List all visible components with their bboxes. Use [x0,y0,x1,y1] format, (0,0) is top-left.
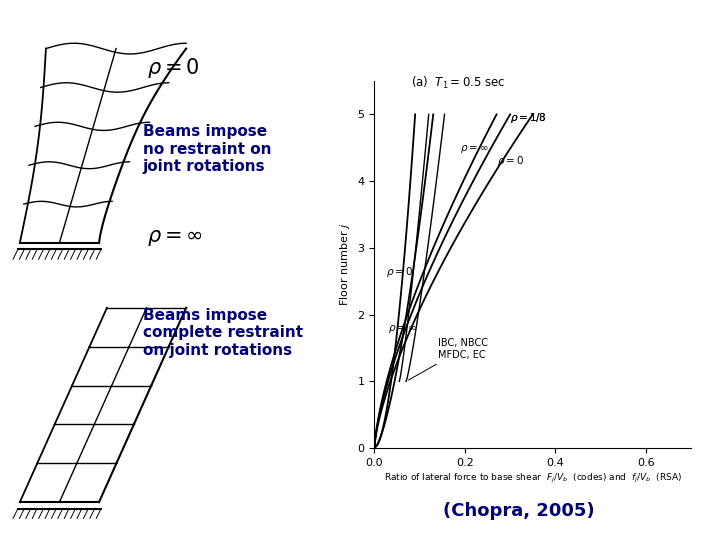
Text: (Chopra, 2005): (Chopra, 2005) [443,502,594,520]
Text: $\rho=1/8$: $\rho=1/8$ [510,111,547,125]
Text: $\rho=\infty$: $\rho=\infty$ [388,323,417,335]
Text: $\rho=0$: $\rho=0$ [497,154,523,168]
Text: $\rho = \infty$: $\rho = \infty$ [147,227,202,248]
Text: $\rho = 0$: $\rho = 0$ [147,56,199,79]
Text: Beams impose
complete restraint
on joint rotations: Beams impose complete restraint on joint… [143,308,302,357]
Y-axis label: Floor number $j$: Floor number $j$ [338,223,352,306]
Text: $\rho=0$: $\rho=0$ [386,265,413,279]
X-axis label: Ratio of lateral force to base shear  $F_j/V_b$  (codes) and  $f_j/V_b$  (RSA): Ratio of lateral force to base shear $F_… [384,472,682,485]
Text: Beams impose
no restraint on
joint rotations: Beams impose no restraint on joint rotat… [143,124,271,174]
Text: IBC, NBCC
MFDC, EC: IBC, NBCC MFDC, EC [408,339,487,380]
Text: $\rho = 1/8$: $\rho = 1/8$ [510,111,547,125]
Text: (a)  $T_1 = 0.5$ sec: (a) $T_1 = 0.5$ sec [410,75,505,91]
Text: $\rho=\infty$: $\rho=\infty$ [460,143,489,155]
